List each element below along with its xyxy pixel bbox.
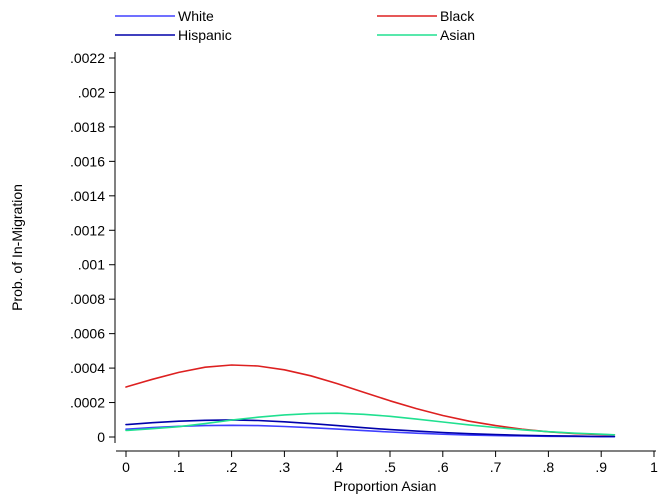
x-tick-label: .4 [331,459,343,475]
x-tick-label: .9 [595,459,607,475]
y-tick-label: .0004 [70,360,105,376]
x-tick-label: .6 [437,459,449,475]
legend-label-asian: Asian [440,27,475,43]
x-tick-label: .8 [543,459,555,475]
y-tick-label: .001 [78,257,105,273]
y-axis-ticks: 0 .0002 .0004 .0006 .0008 .001 .0012 .0014 .0016… [70,50,115,445]
y-tick-label: .0002 [70,395,105,411]
y-tick-label: .0016 [70,153,105,169]
y-tick-label: .0008 [70,291,105,307]
y-tick-label: .0006 [70,326,105,342]
x-tick-label: .1 [173,459,185,475]
x-tick-label: 0 [122,459,130,475]
x-tick-label: .2 [226,459,238,475]
y-tick-label: .0022 [70,50,105,66]
y-tick-label: .0012 [70,222,105,238]
y-tick-label: 0 [97,429,105,445]
legend-label-white: White [178,8,214,24]
y-tick-label: .0018 [70,119,105,135]
series-layer [125,364,616,438]
y-tick-label: .0014 [70,188,105,204]
x-tick-label: .7 [490,459,502,475]
x-axis-ticks: 0 .1 .2 .3 .4 .5 .6 .7 .8 .9 1 [122,451,658,475]
x-tick-label: .5 [384,459,396,475]
y-tick-label: .002 [78,84,105,100]
x-tick-label: .3 [279,459,291,475]
x-tick-label: 1 [650,459,658,475]
legend: White Black Hispanic Asian [115,8,475,43]
series-line-asian [125,412,616,436]
series-line-hispanic [125,419,616,438]
legend-label-hispanic: Hispanic [178,27,232,43]
axes: 0 .0002 .0004 .0006 .0008 .001 .0012 .0014 .0016… [9,50,658,494]
y-axis-label: Prob. of In-Migration [9,184,25,311]
x-axis-label: Proportion Asian [334,478,437,494]
legend-label-black: Black [440,8,475,24]
